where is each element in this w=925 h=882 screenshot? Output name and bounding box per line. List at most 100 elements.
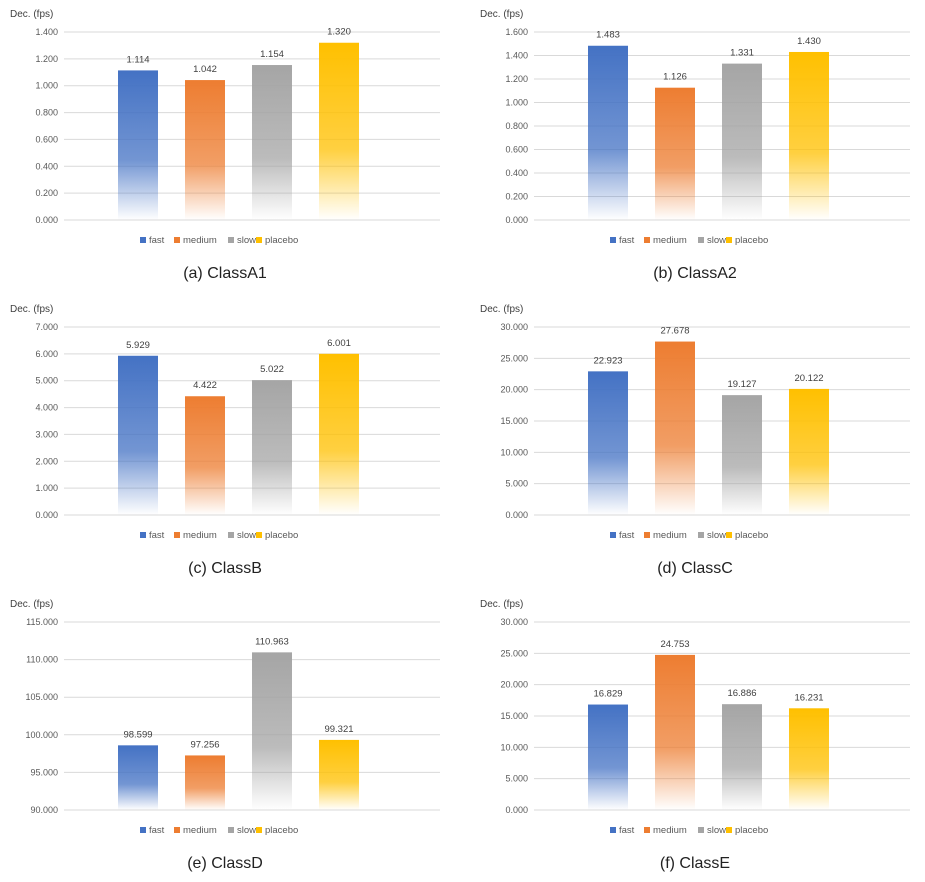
data-label-placebo-f: 16.231: [794, 692, 823, 703]
legend-label-slow-e: slow: [237, 825, 256, 836]
y-tick-label-f-2: 10.000: [500, 742, 528, 752]
legend-label-placebo-e: placebo: [265, 825, 298, 836]
bar-slow-d: [722, 395, 762, 515]
y-tick-label-d-0: 0.000: [505, 510, 528, 520]
legend-label-medium-e: medium: [183, 825, 217, 836]
y-tick-label-f-6: 30.000: [500, 617, 528, 627]
y-tick-label-f-5: 25.000: [500, 648, 528, 658]
y-tick-label-d-2: 10.000: [500, 447, 528, 457]
legend-label-fast-f: fast: [619, 825, 635, 836]
bar-placebo-e: [319, 739, 359, 810]
y-tick-label-b-1: 0.200: [505, 192, 528, 202]
chart-svg-e: Dec. (fps) 90.000 95.000 100.000 105.000 110.…: [10, 599, 440, 872]
legend-label-placebo-a: placebo: [265, 235, 298, 246]
chart-caption-f: (f) ClassE: [660, 855, 730, 872]
y-axis-label-e: Dec. (fps): [10, 599, 53, 610]
bar-medium-a: [185, 80, 225, 221]
legend-swatch-placebo-e: [256, 827, 262, 833]
data-label-slow-c: 5.022: [260, 364, 284, 375]
bar-fast-e: [118, 745, 158, 810]
legend-swatch-medium-b: [644, 237, 650, 243]
chart-svg-a: Dec. (fps) 0.000 0.200 0.400 0.600 0.800 1.000…: [10, 9, 440, 282]
data-label-placebo-e: 99.321: [324, 724, 353, 735]
y-tick-label-e-2: 100.000: [25, 730, 58, 740]
legend-label-medium-a: medium: [183, 235, 217, 246]
chart-caption-d: (d) ClassC: [657, 560, 733, 577]
data-label-slow-a: 1.154: [260, 49, 284, 60]
y-tick-label-e-3: 105.000: [25, 692, 58, 702]
legend-swatch-placebo-d: [726, 532, 732, 538]
data-label-fast-d: 22.923: [593, 355, 622, 366]
bar-medium-d: [655, 341, 695, 515]
data-label-slow-b: 1.331: [730, 48, 754, 59]
y-axis-label-c: Dec. (fps): [10, 304, 53, 315]
data-label-slow-f: 16.886: [727, 688, 756, 699]
legend-label-medium-c: medium: [183, 530, 217, 541]
chart-panel-b: Dec. (fps) 0.000 0.200 0.400 0.600 0.800 1.000…: [470, 0, 920, 292]
data-label-fast-e: 98.599: [123, 729, 152, 740]
legend-label-placebo-b: placebo: [735, 235, 768, 246]
bar-slow-a: [252, 65, 292, 220]
y-tick-label-b-2: 0.400: [505, 168, 528, 178]
legend-label-placebo-d: placebo: [735, 530, 768, 541]
data-label-fast-f: 16.829: [593, 689, 622, 700]
y-tick-label-d-1: 5.000: [505, 479, 528, 489]
chart-caption-b: (b) ClassA2: [653, 265, 737, 282]
y-tick-label-e-1: 95.000: [30, 767, 58, 777]
legend-swatch-placebo-c: [256, 532, 262, 538]
legend-swatch-slow-a: [228, 237, 234, 243]
bar-fast-b: [588, 45, 628, 221]
legend-swatch-fast-f: [610, 827, 616, 833]
legend-swatch-placebo-b: [726, 237, 732, 243]
y-tick-label-f-3: 15.000: [500, 711, 528, 721]
legend-label-slow-a: slow: [237, 235, 256, 246]
legend-label-fast-c: fast: [149, 530, 165, 541]
legend-label-fast-e: fast: [149, 825, 165, 836]
legend-swatch-medium-c: [174, 532, 180, 538]
y-axis-label-d: Dec. (fps): [480, 304, 523, 315]
legend-swatch-fast-d: [610, 532, 616, 538]
legend-swatch-fast-c: [140, 532, 146, 538]
data-label-medium-d: 27.678: [660, 326, 689, 337]
legend-swatch-slow-b: [698, 237, 704, 243]
y-tick-label-d-6: 30.000: [500, 322, 528, 332]
legend-swatch-placebo-a: [256, 237, 262, 243]
y-tick-label-b-5: 1.000: [505, 98, 528, 108]
data-label-slow-d: 19.127: [727, 379, 756, 390]
y-tick-label-b-0: 0.000: [505, 215, 528, 225]
y-tick-label-e-5: 115.000: [26, 617, 58, 627]
bar-placebo-f: [789, 708, 829, 810]
chart-panel-f: Dec. (fps) 0.000 5.000 10.000 15.000 20.000 25…: [470, 590, 920, 882]
bar-placebo-d: [789, 388, 829, 515]
bar-medium-c: [185, 396, 225, 515]
chart-svg-f: Dec. (fps) 0.000 5.000 10.000 15.000 20.000 25…: [480, 599, 910, 872]
bar-medium-b: [655, 87, 695, 220]
y-tick-label-c-3: 3.000: [35, 429, 58, 439]
bar-placebo-c: [319, 353, 359, 515]
bar-medium-f: [655, 654, 695, 810]
legend-swatch-slow-e: [228, 827, 234, 833]
chart-caption-e: (e) ClassD: [187, 855, 263, 872]
chart-panel-a: Dec. (fps) 0.000 0.200 0.400 0.600 0.800 1.000…: [0, 0, 450, 292]
data-label-medium-a: 1.042: [193, 64, 217, 75]
legend-swatch-placebo-f: [726, 827, 732, 833]
legend-swatch-medium-a: [174, 237, 180, 243]
data-label-medium-e: 97.256: [190, 739, 219, 750]
y-tick-label-c-2: 2.000: [35, 456, 58, 466]
legend-swatch-fast-a: [140, 237, 146, 243]
bar-slow-b: [722, 63, 762, 220]
bar-placebo-b: [789, 51, 829, 220]
legend-swatch-medium-f: [644, 827, 650, 833]
y-tick-label-a-3: 0.600: [35, 134, 58, 144]
chart-caption-a: (a) ClassA1: [183, 265, 267, 282]
y-axis-label-b: Dec. (fps): [480, 9, 523, 20]
y-tick-label-b-3: 0.600: [505, 145, 528, 155]
y-tick-label-a-4: 0.800: [35, 108, 58, 118]
chart-panel-c: Dec. (fps) 0.000 1.000 2.000 3.000 4.000 5.000…: [0, 295, 450, 587]
y-tick-label-a-2: 0.400: [35, 161, 58, 171]
data-label-placebo-a: 1.320: [327, 27, 351, 38]
y-tick-label-b-7: 1.400: [505, 51, 528, 61]
chart-caption-c: (c) ClassB: [188, 560, 262, 577]
legend-swatch-medium-d: [644, 532, 650, 538]
y-tick-label-c-5: 5.000: [35, 376, 58, 386]
